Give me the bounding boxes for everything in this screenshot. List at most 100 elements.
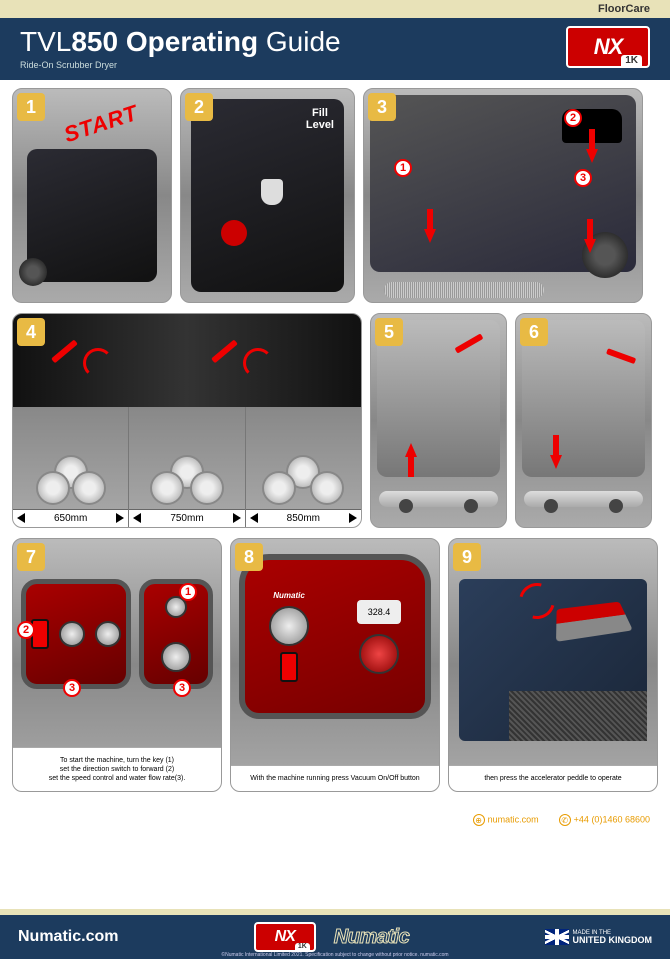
rotate-arrow-icon (243, 348, 273, 378)
press-arrow-icon (512, 576, 561, 625)
step-3-badge: 3 (368, 93, 396, 121)
step-1-panel: 1 START (12, 88, 172, 303)
footwell-illustration (459, 579, 647, 741)
numatic-wordmark: Numatic (334, 926, 409, 949)
brand-label: Numatic (273, 591, 305, 600)
floor-mat-icon (509, 691, 647, 741)
tap-cap-icon (221, 220, 247, 246)
step-7-panel: 7 1 2 3 3 To start the machine, turn the… (12, 538, 222, 792)
brand-bar: FloorCare (0, 0, 670, 18)
step-9-badge: 9 (453, 543, 481, 571)
control-panel-right (139, 579, 213, 689)
step-3-panel: 3 1 2 3 (363, 88, 643, 303)
page-subtitle: Ride-On Scrubber Dryer (20, 60, 341, 70)
squeegee-bar-icon (379, 491, 498, 507)
callout-3: 3 (63, 679, 81, 697)
footer: Numatic.com NX 1K Numatic MADE IN THE UN… (0, 909, 670, 959)
speed-dial-icon (359, 634, 399, 674)
step-8-badge: 8 (235, 543, 263, 571)
contact-web-text: numatic.com (488, 815, 539, 825)
dimension-label: 650mm (13, 509, 128, 527)
dimension-label: 750mm (129, 509, 244, 527)
footer-center: NX 1K Numatic (254, 922, 409, 952)
arrow-down-icon (586, 149, 598, 163)
made-in-uk-badge: MADE IN THE UNITED KINGDOM (545, 929, 653, 945)
faucet-icon (261, 179, 283, 205)
machine-illustration (27, 149, 157, 282)
wheel-icon (19, 258, 47, 286)
page: FloorCare TVL850 Operating Guide Ride-On… (0, 0, 670, 959)
speed-dial-icon (161, 642, 191, 672)
accelerator-pedal-icon (556, 602, 633, 642)
callout-1: 1 (179, 583, 197, 601)
contact-phone-text: +44 (0)1460 68600 (574, 815, 650, 825)
dial-icon (95, 621, 121, 647)
callout-2: 2 (17, 621, 35, 639)
contact-bar: ⊕numatic.com ✆+44 (0)1460 68600 (0, 810, 670, 830)
step-8-caption: With the machine running press Vacuum On… (231, 765, 439, 791)
step-1-badge: 1 (17, 93, 45, 121)
footer-site: Numatic.com (18, 928, 118, 946)
arrow-down-icon (550, 455, 562, 469)
castor-icon (609, 499, 623, 513)
title-operating: Operating (118, 26, 258, 57)
callout-3: 3 (574, 169, 592, 187)
title-prefix: TVL (20, 26, 71, 57)
step-7-caption: To start the machine, turn the key (1) s… (13, 747, 221, 791)
title-model: 850 (71, 26, 118, 57)
lever-icon (51, 339, 78, 363)
castor-icon (464, 499, 478, 513)
control-panel-left (21, 579, 131, 689)
step-4-panel: 4 650mm (12, 313, 362, 528)
globe-icon: ⊕ (473, 814, 485, 826)
union-jack-icon (545, 929, 569, 945)
step-8-panel: 8 Numatic 328.4 With the machine running… (230, 538, 440, 792)
contact-web: ⊕numatic.com (473, 814, 539, 826)
made-in-uk-text: MADE IN THE UNITED KINGDOM (573, 930, 653, 945)
lever-illustration (13, 314, 361, 409)
made-in-main: UNITED KINGDOM (573, 936, 653, 945)
brush-disc-icon (144, 455, 230, 501)
dimension-label: 850mm (246, 509, 361, 527)
arrow-down-icon (424, 229, 436, 243)
header-title-block: TVL850 Operating Guide Ride-On Scrubber … (20, 26, 341, 70)
arrow-up-icon (405, 443, 417, 457)
nx-logo-text: NX (594, 36, 623, 58)
brush-width-row: 650mm 750mm (13, 407, 361, 527)
vacuum-dial-icon (269, 606, 309, 646)
arrow-down-icon (584, 239, 596, 253)
brush-cell: 750mm (129, 407, 245, 527)
brush-disc-icon (28, 455, 114, 501)
step-2-panel: 2 Fill Level (180, 88, 355, 303)
dial-icon (59, 621, 85, 647)
castor-icon (544, 499, 558, 513)
nx-logo-sub: 1K (621, 55, 642, 66)
step-6-badge: 6 (520, 318, 548, 346)
step-5-panel: 5 (370, 313, 507, 528)
callout-2: 2 (564, 109, 582, 127)
castor-icon (399, 499, 413, 513)
step-9-panel: 9 then press the accelerator peddle to o… (448, 538, 658, 792)
control-panel-main: Numatic 328.4 (239, 554, 431, 719)
step-9-caption: then press the accelerator peddle to ope… (449, 765, 657, 791)
step-5-badge: 5 (375, 318, 403, 346)
title-guide: Guide (258, 26, 341, 57)
nx-logo-footer: NX 1K (254, 922, 316, 952)
footer-disclaimer: ©Numatic International Limited 2021. Spe… (221, 952, 448, 958)
step-7-badge: 7 (17, 543, 45, 571)
brush-disc-icon (260, 455, 346, 501)
nx-logo: NX 1K (566, 26, 650, 68)
fill-level-label: Fill Level (306, 107, 334, 131)
lcd-display: 328.4 (357, 600, 401, 624)
row-1: 1 START 2 Fill Level 3 1 2 3 (12, 88, 658, 303)
brush-band-icon (384, 282, 544, 298)
lever-icon (211, 339, 238, 363)
brush-cell: 850mm (246, 407, 361, 527)
step-6-panel: 6 (515, 313, 652, 528)
phone-icon: ✆ (559, 814, 571, 826)
rotate-arrow-icon (83, 348, 113, 378)
row-2: 4 650mm (12, 313, 658, 528)
step-2-badge: 2 (185, 93, 213, 121)
start-label: START (61, 100, 142, 148)
content: 1 START 2 Fill Level 3 1 2 3 (0, 80, 670, 810)
